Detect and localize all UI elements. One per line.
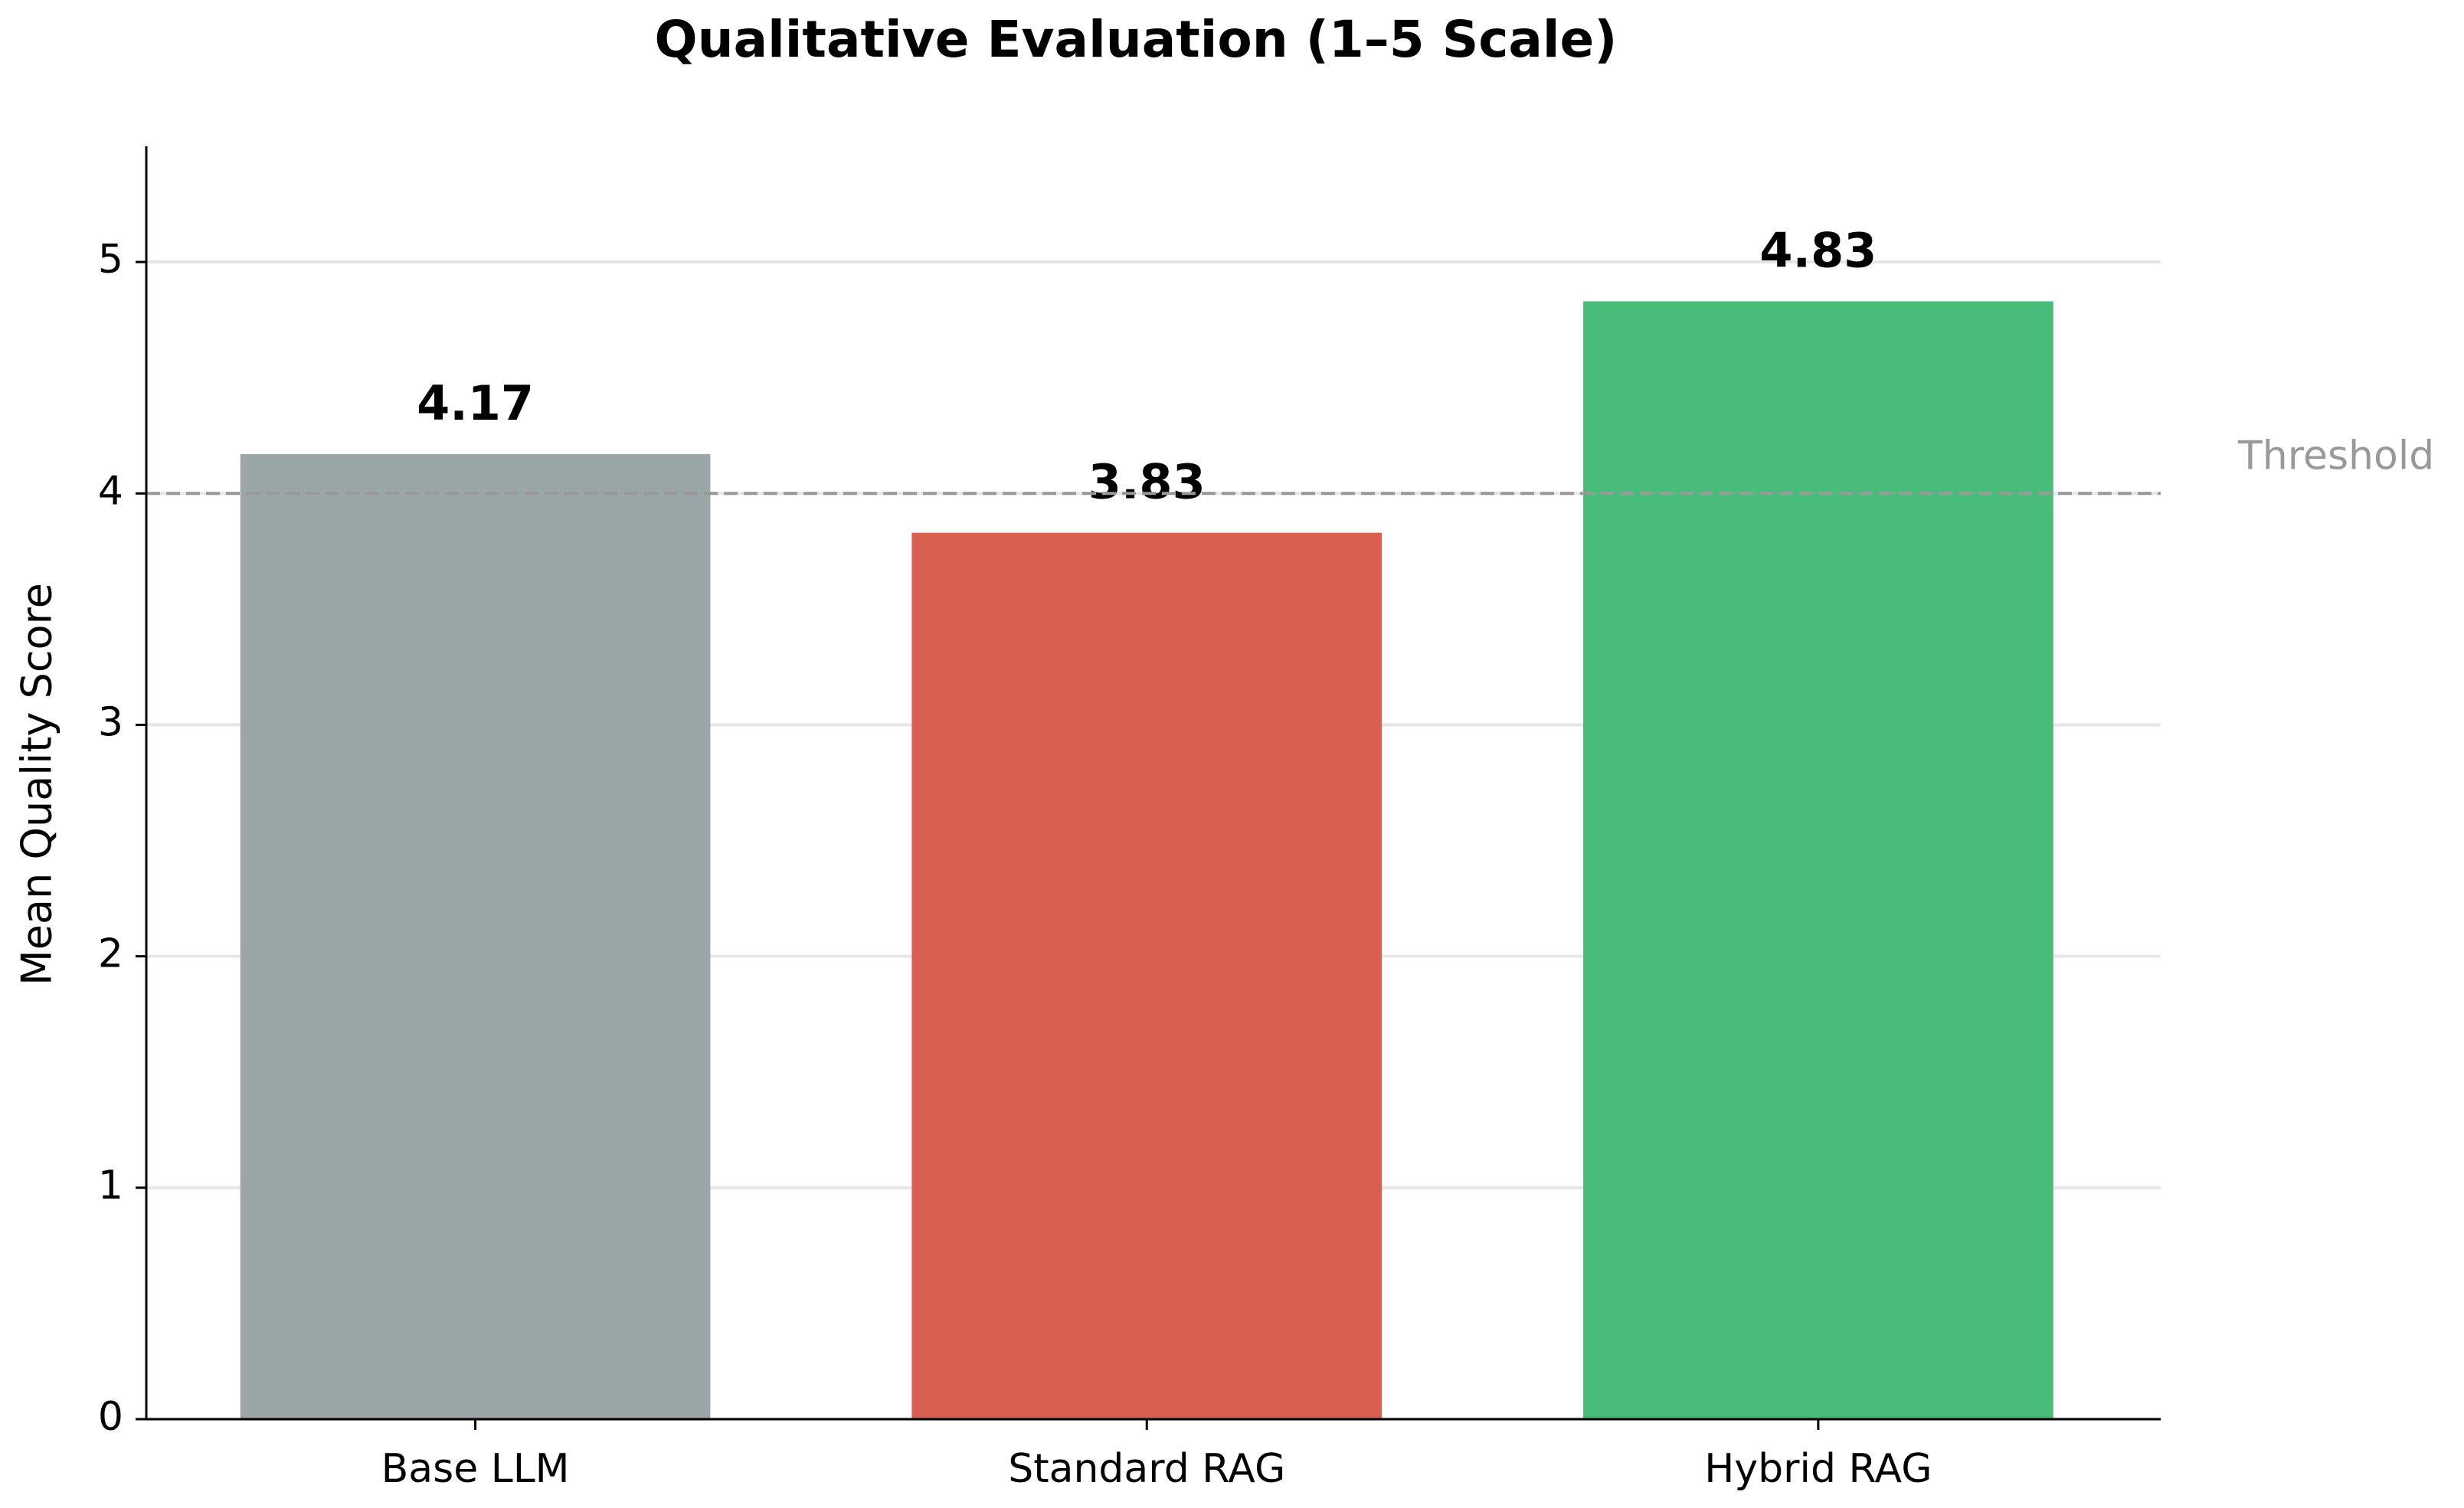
bar [1583, 301, 2053, 1420]
x-tick-label: Base LLM [381, 1446, 570, 1492]
value-label: 4.83 [1759, 223, 1877, 279]
value-label: 3.83 [1088, 454, 1206, 510]
bar [911, 532, 1383, 1420]
chart-title: Qualitative Evaluation (1–5 Scale) [655, 10, 1618, 69]
bar [240, 453, 711, 1419]
y-tick-label: 4 [98, 468, 123, 514]
x-tick-label: Hybrid RAG [1704, 1446, 1932, 1492]
y-tick-label: 1 [98, 1163, 123, 1209]
x-tick-label: Standard RAG [1008, 1446, 1285, 1492]
y-tick-label: 5 [98, 237, 123, 283]
y-tick-label: 3 [98, 699, 123, 745]
value-label: 4.17 [417, 375, 534, 431]
threshold-label: Threshold [2237, 433, 2434, 479]
y-axis-label: Mean Quality Score [13, 583, 61, 986]
y-tick-label: 0 [98, 1394, 123, 1440]
y-tick-label: 2 [98, 931, 123, 977]
